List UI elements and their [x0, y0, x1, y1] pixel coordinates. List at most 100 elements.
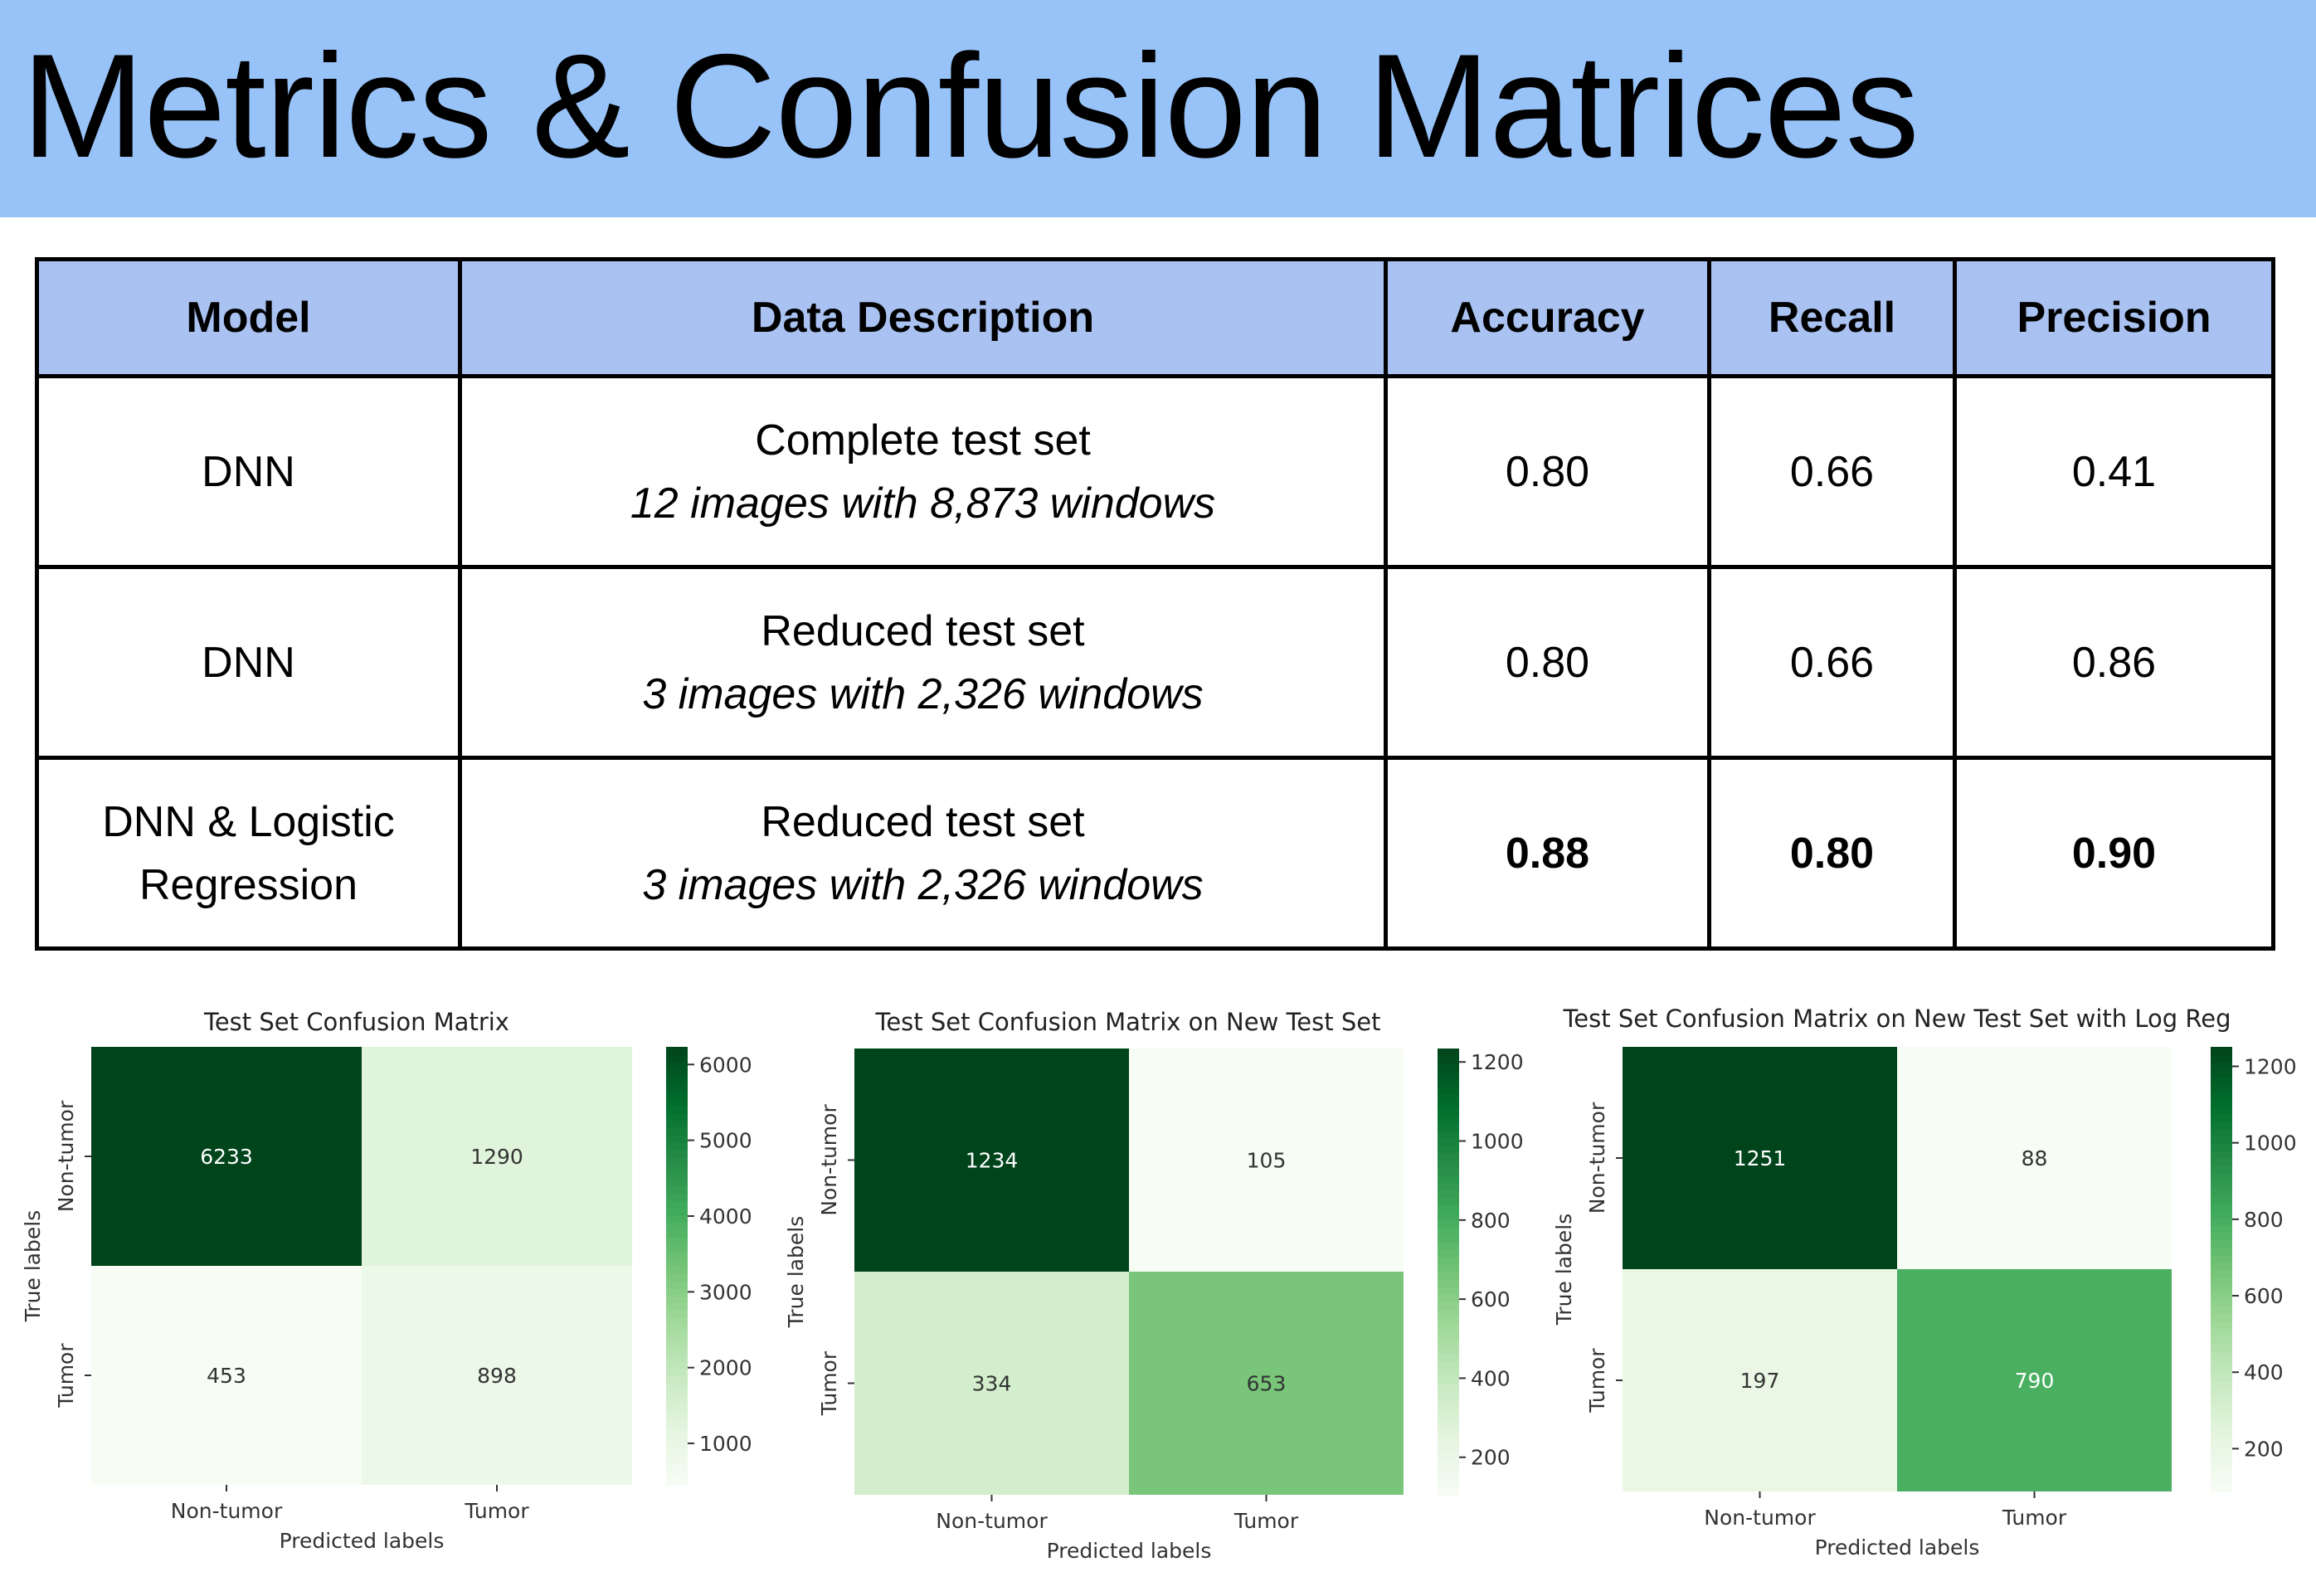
colorbar-segment	[666, 1185, 688, 1194]
heatmap-cell	[1623, 1269, 1897, 1491]
cell-accuracy: 0.80	[1384, 565, 1711, 760]
colorbar-segment	[2211, 1068, 2232, 1078]
cell-value: 1290	[470, 1145, 523, 1169]
colorbar-segment	[666, 1316, 688, 1326]
colorbar-segment	[2211, 1247, 2232, 1256]
colorbar-segment	[666, 1324, 688, 1333]
table-header-row: Model Data Description Accuracy Recall P…	[35, 257, 2275, 378]
colorbar-segment	[666, 1441, 688, 1449]
heatmap-cell	[362, 1266, 632, 1485]
colorbar-segment	[1438, 1115, 1459, 1124]
colorbar-segment	[666, 1339, 688, 1347]
colorbar-segment	[1438, 1293, 1459, 1302]
colorbar-segment	[2211, 1121, 2232, 1130]
colorbar-segment	[666, 1149, 688, 1157]
x-axis-label: Predicted labels	[1047, 1539, 1212, 1563]
colorbar-segment	[1438, 1420, 1459, 1429]
colorbar-segment	[2211, 1143, 2232, 1152]
description-main: Reduced test set	[761, 797, 1085, 846]
colorbar-segment	[2211, 1269, 2232, 1277]
colorbar-segment	[666, 1448, 688, 1457]
metrics-table: Model Data Description Accuracy Recall P…	[35, 257, 2275, 951]
colorbar-segment	[666, 1134, 688, 1143]
heatmap-cell	[91, 1266, 362, 1485]
colorbar-segment	[2211, 1328, 2232, 1337]
colorbar-segment	[666, 1470, 688, 1479]
cell-data-description: Reduced test set 3 images with 2,326 win…	[458, 565, 1388, 760]
colorbar-segment	[1438, 1368, 1459, 1377]
colorbar-segment	[1438, 1107, 1459, 1117]
colorbar-segment	[666, 1156, 688, 1165]
colorbar-segment	[2211, 1424, 2232, 1433]
colorbar-segment	[2211, 1469, 2232, 1478]
colorbar-tick-label: 1000	[699, 1432, 752, 1456]
x-tick-label: Non-tumor	[171, 1499, 283, 1523]
colorbar-segment	[666, 1053, 688, 1063]
colorbar-tick-label: 200	[1471, 1446, 1511, 1470]
cell-model: DNN & Logistic Regression	[35, 756, 462, 951]
colorbar-segment	[1438, 1190, 1459, 1199]
description-main: Reduced test set	[761, 606, 1085, 655]
colorbar-segment	[1438, 1316, 1459, 1325]
colorbar-segment	[1438, 1167, 1459, 1176]
colorbar-segment	[2211, 1276, 2232, 1285]
colorbar-segment	[666, 1295, 688, 1303]
colorbar-segment	[666, 1353, 688, 1362]
colorbar-segment	[2211, 1373, 2232, 1381]
colorbar-segment	[1438, 1055, 1459, 1064]
colorbar-segment	[1438, 1182, 1459, 1191]
colorbar-segment	[2211, 1106, 2232, 1115]
colorbar-segment	[2211, 1217, 2232, 1226]
colorbar-tick-label: 600	[1471, 1287, 1511, 1311]
colorbar-segment	[666, 1258, 688, 1267]
heatmap-cell	[1129, 1272, 1404, 1495]
cell-model: DNN	[35, 374, 462, 569]
colorbar-segment	[666, 1061, 688, 1070]
colorbar-segment	[666, 1375, 688, 1384]
colorbar-segment	[666, 1455, 688, 1464]
colorbar-segment	[1438, 1286, 1459, 1295]
colorbar-segment	[666, 1141, 688, 1151]
colorbar-segment	[1438, 1345, 1459, 1355]
colorbar-segment	[1438, 1390, 1459, 1399]
colorbar-segment	[1438, 1100, 1459, 1109]
colorbar-segment	[666, 1105, 688, 1114]
colorbar-segment	[2211, 1136, 2232, 1145]
colorbar-segment	[666, 1309, 688, 1318]
description-detail: 3 images with 2,326 windows	[642, 860, 1204, 909]
colorbar-segment	[1438, 1443, 1459, 1452]
cell-recall: 0.66	[1707, 374, 1957, 569]
colorbar-segment	[2211, 1128, 2232, 1137]
cell-precision: 0.41	[1953, 374, 2275, 569]
heatmap-cell	[854, 1272, 1129, 1495]
slide-title: Metrics & Confusion Matrices	[22, 23, 1919, 188]
colorbar-segment	[2211, 1195, 2232, 1204]
colorbar-tick-label: 400	[1471, 1366, 1511, 1390]
y-tick-label: Non-tumor	[1585, 1102, 1609, 1214]
colorbar-segment	[2211, 1321, 2232, 1330]
colorbar-segment	[666, 1120, 688, 1128]
colorbar-segment	[2211, 1202, 2232, 1211]
colorbar-segment	[1438, 1428, 1459, 1437]
heatmap-cell	[1897, 1047, 2172, 1269]
colorbar-segment	[1438, 1375, 1459, 1384]
colorbar-segment	[1438, 1323, 1459, 1332]
colorbar-segment	[1438, 1175, 1459, 1184]
description-main: Complete test set	[755, 416, 1091, 465]
colorbar-segment	[666, 1199, 688, 1209]
heatmap-cell	[854, 1049, 1129, 1272]
colorbar-segment	[2211, 1365, 2232, 1375]
colorbar-tick-label: 2000	[699, 1356, 752, 1380]
heatmap-cell	[1623, 1047, 1897, 1269]
y-axis-label: True labels	[21, 1210, 45, 1323]
colorbar-segment	[2211, 1113, 2232, 1122]
cell-value: 334	[972, 1372, 1012, 1396]
cell-model: DNN	[35, 565, 462, 760]
colorbar-segment	[2211, 1454, 2232, 1463]
colorbar-segment	[1438, 1257, 1459, 1266]
colorbar-segment	[2211, 1484, 2232, 1492]
colorbar-segment	[666, 1426, 688, 1435]
colorbar-segment	[2211, 1462, 2232, 1471]
colorbar-segment	[2211, 1387, 2232, 1396]
cell-value: 898	[477, 1364, 517, 1388]
